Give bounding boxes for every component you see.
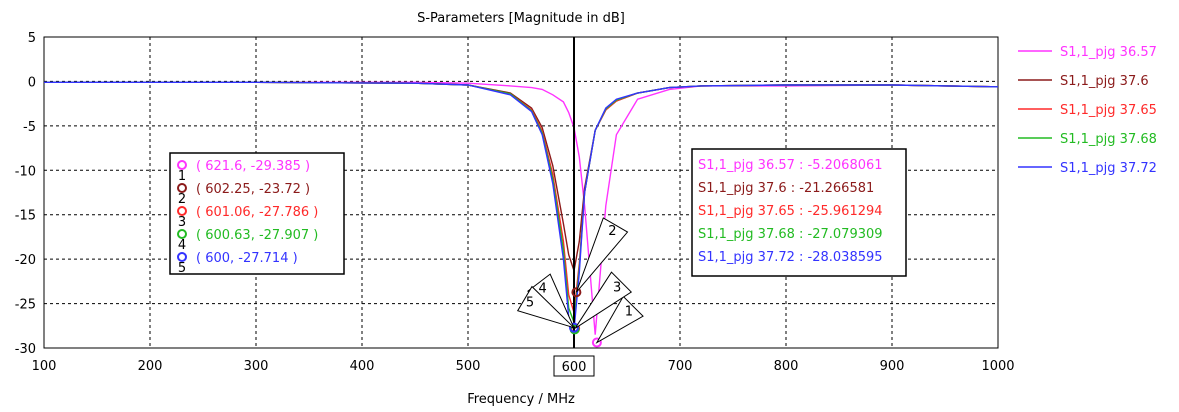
marker-box-dot (177, 252, 187, 262)
readout-line: S1,1_pjg 36.57 : -5.2068061 (698, 158, 883, 173)
x-tick-label: 500 (456, 359, 481, 374)
marker-box-label: ( 621.6, -29.385 ) (196, 159, 310, 174)
readout-line: S1,1_pjg 37.72 : -28.038595 (698, 250, 883, 265)
x-tick-label: 400 (350, 359, 375, 374)
chart-title: S-Parameters [Magnitude in dB] (417, 11, 625, 26)
marker-box-id: 2 (178, 192, 186, 207)
marker-flag-label: 4 (539, 281, 547, 296)
y-tick-label: -10 (15, 164, 36, 179)
readout-box-frame (691, 148, 907, 277)
y-tick-label: 0 (28, 75, 36, 90)
marker-box-label: ( 600.63, -27.907 ) (196, 228, 318, 243)
readout-line: S1,1_pjg 37.65 : -25.961294 (698, 204, 883, 219)
legend-entry: S1,1_pjg 37.68 (1060, 132, 1157, 147)
marker-flag-label: 2 (608, 224, 616, 239)
y-tick-label: 5 (28, 31, 36, 46)
marker-flag-5 (516, 285, 575, 329)
x-tick-label: 100 (32, 359, 57, 374)
marker-flag-label: 5 (526, 296, 534, 311)
x-tick-label: 800 (774, 359, 799, 374)
series-line-1 (44, 81, 999, 335)
marker-flag-2 (575, 217, 629, 293)
x-tick-label: 700 (668, 359, 693, 374)
y-tick-label: -30 (15, 342, 36, 357)
marker-point-2 (571, 287, 582, 298)
cursor-value-label: 600 (562, 360, 587, 375)
y-tick-label: -25 (15, 298, 36, 313)
marker-box-id: 1 (178, 169, 186, 184)
marker-box-frame (169, 152, 345, 275)
legend-entry: S1,1_pjg 37.72 (1060, 161, 1157, 176)
y-tick-label: -20 (15, 253, 36, 268)
y-tick-label: -5 (23, 120, 36, 135)
legend-entry: S1,1_pjg 36.57 (1060, 45, 1157, 60)
marker-box-label: ( 602.25, -23.72 ) (196, 182, 310, 197)
x-axis-label: Frequency / MHz (467, 392, 575, 407)
marker-points[interactable] (569, 287, 602, 348)
marker-flag-1 (595, 295, 644, 344)
grid (44, 37, 998, 348)
marker-box-id: 5 (178, 261, 186, 276)
marker-point-5 (569, 322, 579, 333)
marker-box-id: 4 (178, 238, 186, 253)
x-tick-label: 300 (244, 359, 269, 374)
legend: S1,1_pjg 36.57 S1,1_pjg 37.6 S1,1_pjg 37.6… (1018, 45, 1157, 176)
cursor-value-box (553, 355, 595, 377)
marker-box-dot (177, 229, 187, 239)
marker-box-label: ( 600, -27.714 ) (196, 251, 298, 266)
marker-box-dot (177, 160, 187, 170)
marker-flag-label: 1 (625, 305, 633, 320)
marker-box-dot (177, 183, 187, 193)
marker-box-id: 3 (178, 215, 186, 230)
y-tick-label: -15 (15, 209, 36, 224)
x-axis-ticks: 100 200 300 400 500 600 700 800 900 1000 (32, 359, 1015, 374)
plot-frame (43, 36, 999, 349)
readout-line: S1,1_pjg 37.6 : -21.266581 (698, 181, 874, 196)
x-tick-label: 900 (880, 359, 905, 374)
readout-line: S1,1_pjg 37.68 : -27.079309 (698, 227, 883, 242)
cursor-readout-box: S1,1_pjg 36.57 : -5.2068061 S1,1_pjg 37.6… (691, 148, 907, 277)
series-line-5 (44, 81, 999, 331)
marker-readout-box: 1 ( 621.6, -29.385 ) 2 ( 602.25, -23.72 ) 3 (… (169, 152, 345, 276)
x-tick-label: 1000 (981, 359, 1014, 374)
marker-point-1 (591, 337, 602, 348)
marker-box-dot (177, 206, 187, 216)
x-tick-label: 200 (138, 359, 163, 374)
marker-box-label: ( 601.06, -27.786 ) (196, 205, 318, 220)
marker-flag-label: 3 (613, 280, 621, 295)
marker-flag-3 (574, 271, 633, 329)
marker-flags: 1 2 3 45 (516, 217, 644, 344)
legend-entry: S1,1_pjg 37.6 (1060, 74, 1149, 89)
legend-entry: S1,1_pjg 37.65 (1060, 103, 1157, 118)
y-axis-ticks: 5 0 -5 -10 -15 -20 -25 -30 (15, 31, 36, 357)
